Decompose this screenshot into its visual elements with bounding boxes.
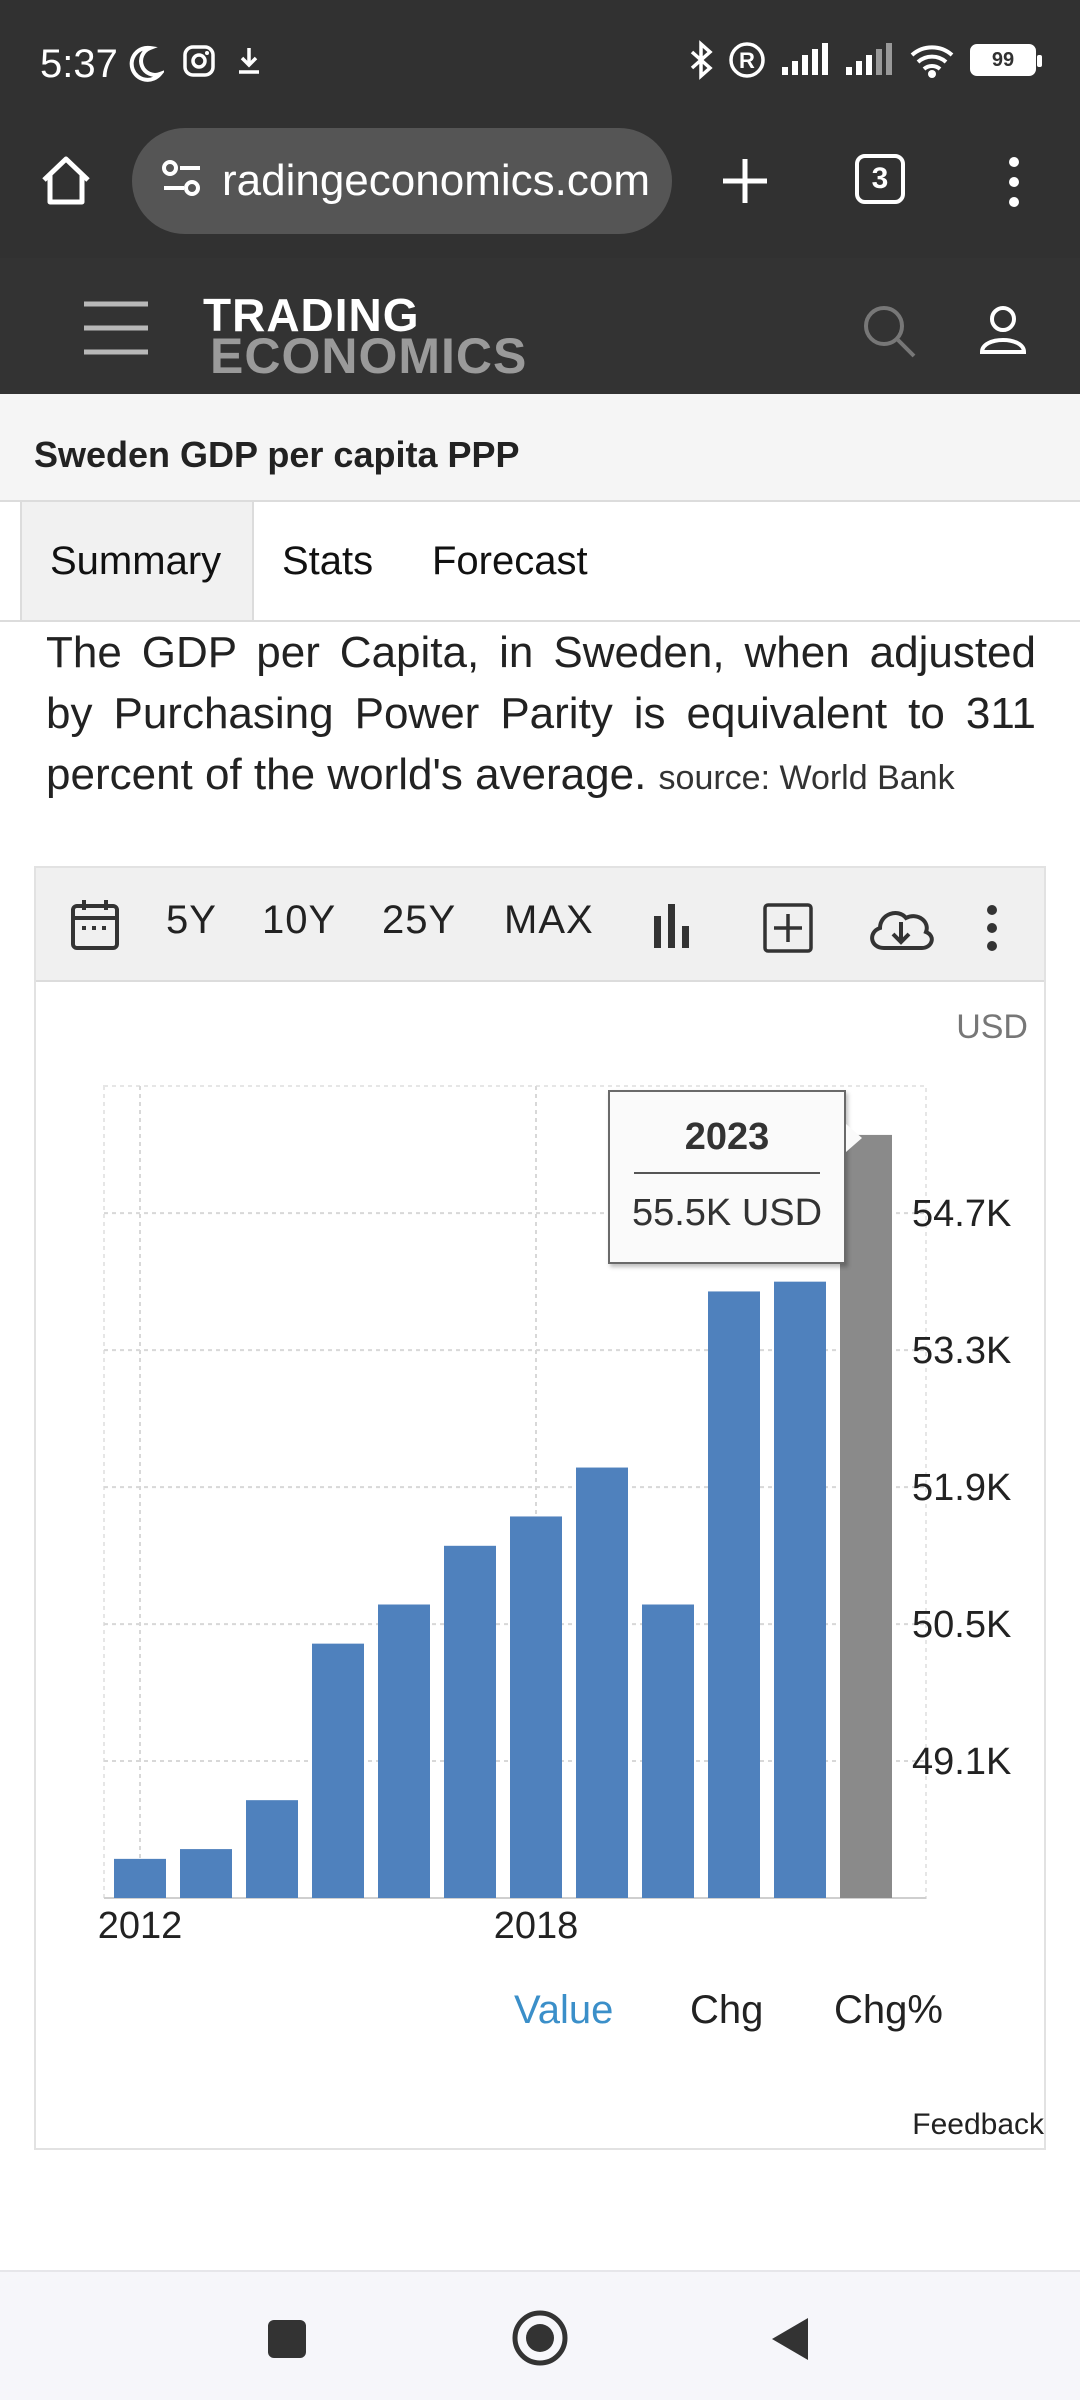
hamburger-menu-icon[interactable] — [82, 300, 150, 356]
tab-forecast[interactable]: Forecast — [432, 538, 588, 583]
range-max-button[interactable]: MAX — [504, 898, 594, 942]
chart-unit: USD — [956, 1008, 1028, 1046]
tab-bar: Summary Stats Forecast — [0, 502, 1080, 622]
chart-tooltip: 2023 55.5K USD — [608, 1090, 862, 1264]
x-tick-label: 2018 — [494, 1905, 579, 1947]
svg-text:R: R — [739, 48, 755, 73]
plot-frame — [103, 1085, 927, 1899]
logo-trading[interactable]: TRADING — [203, 289, 420, 341]
range-10y-button[interactable]: 10Y — [262, 898, 337, 942]
source-label: source: World Bank — [658, 759, 955, 797]
chart-bars — [114, 1134, 892, 1898]
new-tab-icon[interactable] — [718, 154, 772, 208]
range-25y-button[interactable]: 25Y — [382, 898, 457, 942]
y-tick-label: 51.9K — [912, 1467, 1011, 1509]
y-tick-label: 50.5K — [912, 1604, 1011, 1646]
chart-toolbar: 5Y 10Y 25Y MAX — [36, 868, 1044, 982]
logo-economics[interactable]: ECONOMICS — [210, 328, 528, 384]
calendar-icon[interactable] — [70, 898, 120, 952]
add-indicator-icon[interactable] — [762, 902, 814, 954]
mode-chg-percent-button[interactable]: Chg% — [834, 1988, 943, 2032]
home-button-icon[interactable] — [510, 2308, 570, 2368]
summary-description: The GDP per Capita, in Sweden, when adju… — [46, 622, 1036, 809]
bar-2018[interactable] — [510, 1516, 562, 1898]
tab-stats[interactable]: Stats — [282, 538, 374, 583]
battery-icon: 99 — [970, 44, 1042, 76]
site-header — [0, 258, 1080, 394]
x-tick-label: 2012 — [98, 1905, 183, 1947]
cloud-download-icon[interactable] — [866, 904, 936, 954]
bar-2021[interactable] — [708, 1291, 760, 1898]
url-bar[interactable]: radingeconomics.com — [132, 128, 672, 234]
user-account-icon[interactable] — [978, 304, 1028, 356]
bar-2022[interactable] — [774, 1281, 826, 1898]
status-bar: 5:37 R 99 — [0, 0, 1080, 128]
bar-2012[interactable] — [114, 1858, 166, 1898]
bar-2016[interactable] — [378, 1604, 430, 1898]
bar-2014[interactable] — [246, 1800, 298, 1898]
status-time: 5:37 — [40, 42, 118, 86]
instagram-icon — [183, 45, 215, 77]
download-icon — [239, 48, 259, 74]
wifi-icon — [910, 45, 954, 78]
bar-2013[interactable] — [180, 1849, 232, 1898]
tooltip-value: 55.5K USD — [631, 1192, 823, 1234]
tab-switcher-button[interactable]: 3 — [855, 154, 905, 204]
signal-icon — [782, 43, 828, 75]
tooltip-divider — [634, 1172, 820, 1174]
bar-chart: 49.1K 50.5K 51.9K 53.3K 54.7K 2012 2018 — [98, 1085, 1011, 1947]
feedback-link[interactable]: Feedback — [912, 2108, 1044, 2141]
chart-x-labels: 2012 2018 — [98, 1905, 579, 1947]
recent-apps-icon[interactable] — [266, 2318, 308, 2360]
chart-y-labels: 49.1K 50.5K 51.9K 53.3K 54.7K — [912, 1193, 1011, 1783]
search-icon[interactable] — [860, 302, 918, 360]
page-title-bar: Sweden GDP per capita PPP — [0, 394, 1080, 502]
mode-chg-button[interactable]: Chg — [690, 1988, 764, 2032]
mode-value-button[interactable]: Value — [514, 1988, 614, 2032]
chart-more-icon[interactable] — [980, 904, 1004, 952]
bar-2015[interactable] — [312, 1643, 364, 1898]
tooltip-year: 2023 — [684, 1116, 770, 1158]
browser-toolbar: radingeconomics.com 3 — [0, 128, 1080, 258]
moon-icon — [129, 45, 164, 82]
more-options-icon[interactable] — [996, 152, 1032, 212]
bar-2020[interactable] — [642, 1604, 694, 1898]
y-tick-label: 49.1K — [912, 1741, 1011, 1783]
page-title: Sweden GDP per capita PPP — [34, 434, 520, 475]
chart-type-icon[interactable] — [650, 902, 694, 950]
chart-card: 5Y 10Y 25Y MAX USD 49.1K 50.5K 51.9K 53.3K 5… — [34, 866, 1046, 2150]
registered-icon: R — [729, 42, 765, 78]
description-text: The GDP per Capita, in Sweden, when adju… — [46, 628, 1036, 799]
bluetooth-icon — [690, 40, 713, 80]
site-settings-icon[interactable] — [160, 158, 204, 198]
y-tick-label: 54.7K — [912, 1193, 1011, 1235]
back-icon[interactable] — [768, 2316, 812, 2362]
signal-icon-2 — [846, 43, 892, 75]
bar-2019[interactable] — [576, 1467, 628, 1898]
bar-2023[interactable] — [840, 1134, 892, 1898]
home-icon[interactable] — [36, 150, 96, 210]
url-text: radingeconomics.com — [222, 156, 650, 205]
y-tick-label: 53.3K — [912, 1330, 1011, 1372]
tab-summary[interactable]: Summary — [20, 502, 254, 620]
bar-2017[interactable] — [444, 1545, 496, 1898]
range-5y-button[interactable]: 5Y — [166, 898, 217, 942]
system-nav-bar — [0, 2270, 1080, 2400]
